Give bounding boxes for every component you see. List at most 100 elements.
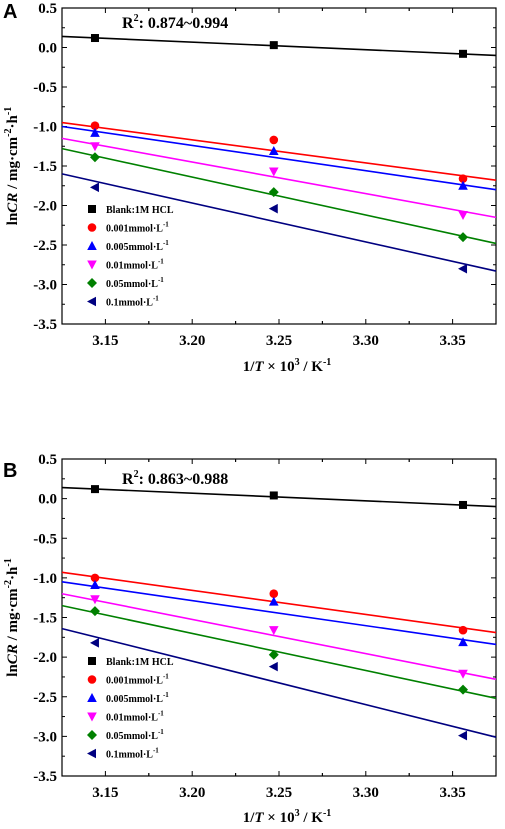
data-point [90,580,100,590]
legend-marker [87,241,97,250]
fit-line-0 [61,486,497,508]
chart-panel-a: A 0.5 0.0 -0.5 -1.0 -1.5 -2.0 -2.5 -3.0 -3.5 3.15 3… [3,1,497,375]
fit-line-2 [61,125,497,191]
x-tick-label: 3.15 [92,333,118,349]
data-point [268,649,279,660]
legend-marker [87,296,96,307]
legend-label: 0.05mmol·L-1 [106,276,164,290]
panel-label: B [3,460,17,482]
x-tick-label: 3.35 [439,333,465,349]
y-tick-label: -3.0 [33,278,57,294]
data-point [458,210,468,220]
panel-label: A [3,1,17,23]
legend-label: 0.01mmol·L-1 [106,710,164,724]
x-axis-title: 1/T × 103 / K-1 [243,808,332,826]
x-axis-title: 1/T × 103 / K-1 [243,357,332,375]
legend-marker [87,278,97,288]
legend-marker [87,260,97,270]
legend-label: 0.01mmol·L-1 [106,258,164,272]
chart-panel-b: B 0.5 0.0 -0.5 -1.0 -1.5 -2.0 -2.5 -3.0 -3.5 3.15 3… [3,452,497,826]
legend: Blank:1M HCL 0.001mmol·L-1 0.005mmol·L-1 0.… [87,657,174,761]
legend-marker [87,712,97,722]
x-tick-label: 3.25 [266,785,292,801]
y-tick-label: -1.0 [33,571,57,587]
data-point [268,187,279,198]
legend-label: 0.1mmol·L-1 [106,295,159,309]
data-point [459,500,468,509]
data-point [268,626,279,636]
data-point [89,152,100,163]
data-point [89,182,99,193]
legend-marker [87,693,97,702]
data-point [269,41,278,50]
y-tick-label: 0.5 [38,452,57,468]
y-tick-label: -3.0 [33,729,57,745]
y-tick-label: -3.5 [33,317,57,333]
y-tick-label: 0.0 [38,41,57,57]
y-tick-label: 0.5 [38,1,57,17]
fit-line-1 [61,571,497,634]
legend-label: 0.05mmol·L-1 [106,728,164,742]
fit-line-4 [61,604,497,700]
data-point [90,34,99,43]
data-point [269,491,278,500]
data-point [90,142,100,152]
data-point [268,203,278,214]
y-tick-label: -0.5 [33,531,57,547]
y-tick-label: -1.5 [33,611,57,627]
legend-label: Blank:1M HCL [106,657,174,668]
data-point [90,121,100,131]
data-point [268,145,279,155]
x-tick-label: 3.35 [439,785,465,801]
y-tick-label: -2.0 [33,199,57,215]
legend-marker [87,675,97,684]
data-point [458,232,469,243]
legend-label: 0.005mmol·L-1 [106,239,169,253]
x-tick-label: 3.20 [179,333,205,349]
data-point [459,49,468,58]
y-axis-title: lnCR / mg·cm-2·h-1 [3,558,21,676]
legend-marker [88,205,96,213]
x-tick-label: 3.30 [353,785,379,801]
y-tick-label: -3.5 [33,769,57,785]
data-point [269,135,279,145]
fit-line-1 [61,121,497,182]
data-point [458,180,468,190]
data-point [89,638,99,648]
data-point [458,174,468,183]
data-point [458,684,469,695]
data-point [89,606,100,617]
data-point [268,596,279,606]
fit-line-5 [61,627,497,738]
fit-line-5 [61,173,497,272]
y-tick-label: -0.5 [33,80,57,96]
legend-label: Blank:1M HCL [106,205,174,216]
legend-label: 0.001mmol·L-1 [106,221,169,235]
plot-area [61,7,497,325]
data-point [458,730,468,741]
data-point [458,625,468,635]
fit-line-0 [61,35,497,57]
data-point [90,127,100,137]
data-point [268,167,279,177]
legend-label: 0.1mmol·L-1 [106,747,159,761]
y-tick-label: -2.5 [33,690,57,706]
data-point [458,263,468,274]
y-tick-label: 0.0 [38,492,57,508]
fit-line-3 [61,592,497,681]
x-tick-label: 3.20 [179,785,205,801]
legend-marker [87,730,97,740]
r2-annotation: R2: 0.863~0.988 [122,469,228,488]
y-tick-label: -2.0 [33,650,57,666]
legend-marker [87,748,96,759]
legend-label: 0.001mmol·L-1 [106,673,169,687]
data-point [268,661,278,672]
x-tick-label: 3.25 [266,333,292,349]
data-point [90,485,99,494]
legend-marker [87,223,97,232]
fit-line-4 [61,147,497,245]
y-tick-label: -2.5 [33,238,57,254]
x-tick-label: 3.30 [353,333,379,349]
legend: Blank:1M HCL 0.001mmol·L-1 0.005mmol·L-1 0.… [87,205,174,309]
